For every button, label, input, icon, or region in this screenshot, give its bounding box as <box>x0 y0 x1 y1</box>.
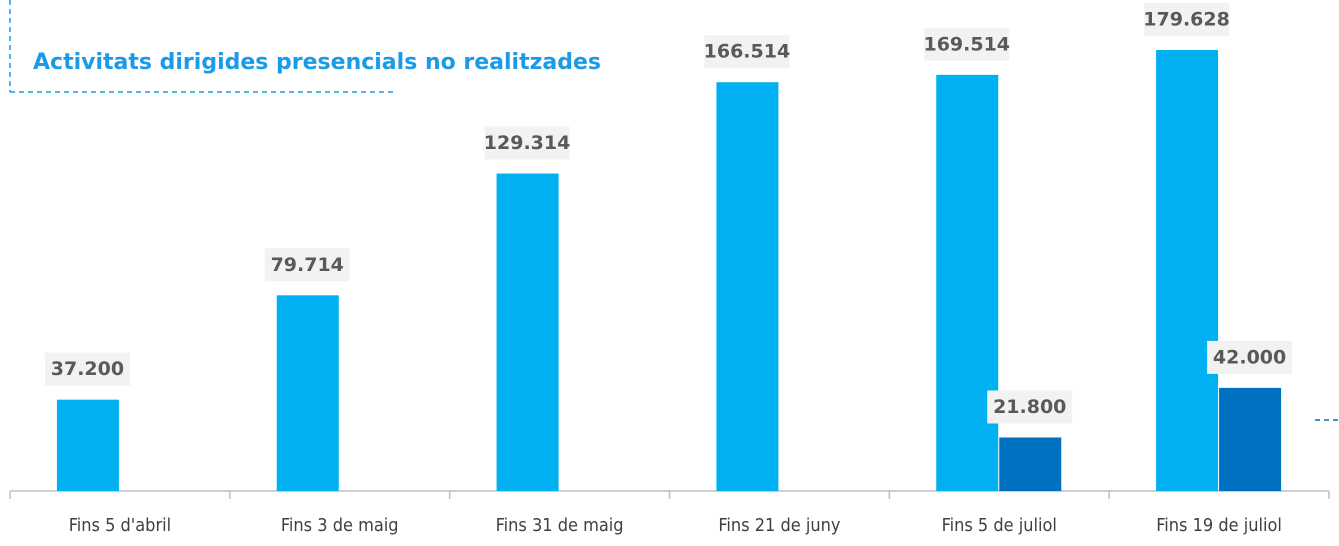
value-label-bg <box>987 390 1073 424</box>
bar <box>716 82 779 491</box>
value-label: 129.314 <box>484 132 571 154</box>
bar <box>936 74 999 491</box>
x-tick-label: Fins 3 de maig <box>281 515 399 536</box>
x-tick-label: Fins 21 de juny <box>718 515 841 536</box>
x-tick-label: Fins 5 d'abril <box>69 515 171 536</box>
bar <box>496 173 559 492</box>
x-tick-label: Fins 31 de maig <box>496 515 624 536</box>
value-label-bg <box>484 126 570 160</box>
value-label: 21.800 <box>993 396 1066 418</box>
bar <box>276 295 339 491</box>
bar <box>1156 50 1219 492</box>
value-label-bg <box>704 35 790 69</box>
value-label: 42.000 <box>1213 346 1286 368</box>
value-label-bg <box>44 352 130 386</box>
x-tick-label: Fins 19 de juliol <box>1156 515 1282 536</box>
value-label-bg <box>924 27 1010 61</box>
value-label: 166.514 <box>704 41 791 63</box>
value-label-bg <box>1144 3 1230 37</box>
bar <box>999 437 1062 491</box>
value-label: 37.200 <box>51 358 124 380</box>
legend-label: Activitats dirigides presencials no real… <box>33 50 601 75</box>
value-label: 169.514 <box>923 33 1010 55</box>
x-tick-label: Fins 5 de juliol <box>942 515 1057 536</box>
value-label: 179.628 <box>1143 9 1230 31</box>
bar <box>1219 387 1282 491</box>
value-label: 79.714 <box>271 254 344 276</box>
value-label-bg <box>264 248 350 282</box>
bar <box>56 399 119 491</box>
value-label-bg <box>1207 340 1293 374</box>
